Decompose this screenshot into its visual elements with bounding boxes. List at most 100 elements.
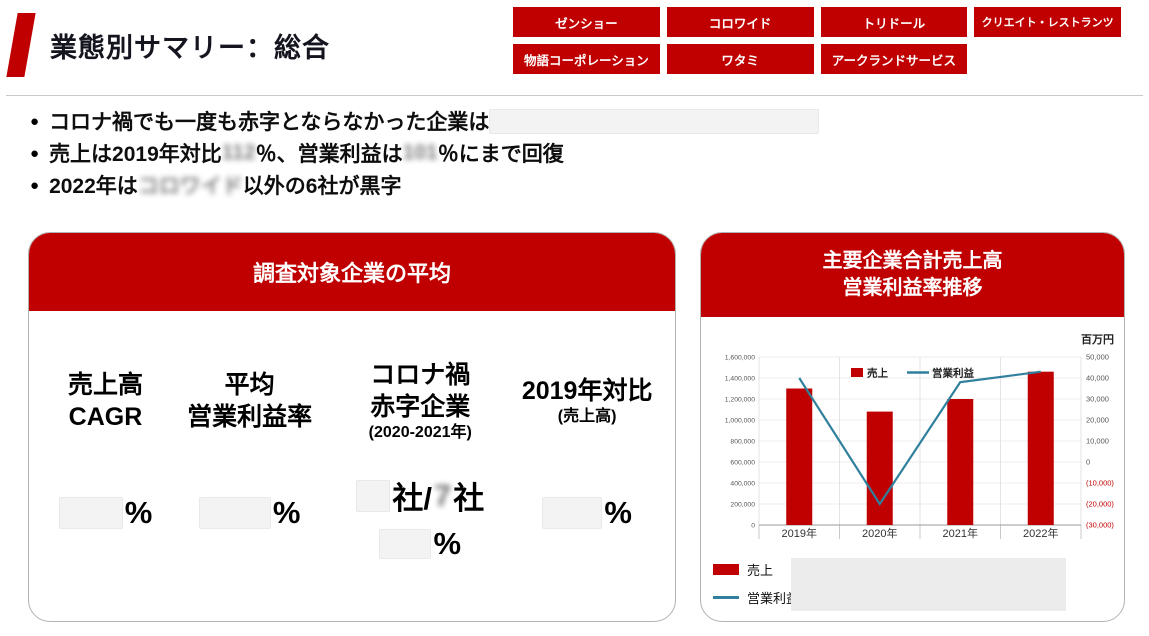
company-tab[interactable]: ゼンショー <box>513 7 660 37</box>
chart-bottom-legend: 売上 営業利益 <box>713 555 1116 615</box>
metric-value-line: % <box>198 495 300 531</box>
text-segment: 112 <box>221 141 256 164</box>
svg-text:(10,000): (10,000) <box>1086 479 1114 488</box>
company-tab[interactable]: トリドール <box>820 7 968 37</box>
metric-heading-line: 売上高 <box>67 371 143 399</box>
metric-heading-line: (売上高) <box>557 407 617 425</box>
svg-text:2022年: 2022年 <box>1023 526 1058 540</box>
legend-label: 売上 <box>747 562 774 578</box>
left-card-title: 調査対象企業の平均 <box>252 261 451 286</box>
text-segment: 社 <box>453 481 485 516</box>
text-segment: % <box>433 526 462 561</box>
text-segment: 売上は2019年対比 <box>49 143 222 166</box>
bar-2020年 <box>866 411 893 525</box>
unit-label: 百万円 <box>1081 334 1114 346</box>
bullet-marker-icon: ● <box>30 144 40 162</box>
redacted-value <box>198 497 271 529</box>
bullet-marker-icon: ● <box>30 176 40 194</box>
text-segment: ％にまで回復 <box>437 143 564 166</box>
company-tab[interactable]: コロワイド <box>666 7 814 37</box>
svg-text:400,000: 400,000 <box>730 481 755 488</box>
metric-heading-line: CAGR <box>68 403 143 431</box>
redacted-value <box>356 479 391 512</box>
average-metrics-card: 調査対象企業の平均 売上高 CAGR% 平均 営業利益率% コロナ禍 赤字企業 (2020-… <box>28 232 676 622</box>
bar-2022年 <box>1027 371 1054 525</box>
metric-value-line: % <box>542 495 632 531</box>
metric-heading-line: 2019年対比 <box>521 376 653 405</box>
metric-heading: 2019年対比 (売上高) <box>522 337 653 465</box>
right-card-header: 主要企業合計売上高 営業利益率推移 <box>701 233 1124 317</box>
svg-text:1,400,000: 1,400,000 <box>725 376 755 383</box>
text-segment: 社/ <box>392 481 432 516</box>
sales-profit-chart-card: 主要企業合計売上高 営業利益率推移 百万円 1,600,000 50,000 1,4… <box>700 232 1125 622</box>
svg-text:営業利益: 営業利益 <box>932 367 974 380</box>
text-segment: 以外の6社が黒字 <box>242 175 402 198</box>
redacted-table <box>791 558 1066 611</box>
metric-heading: 平均 営業利益率 <box>187 337 312 465</box>
text-segment: コロワイド <box>137 175 243 198</box>
header-divider <box>6 95 1143 96</box>
metric-heading-line: 営業利益率 <box>187 403 313 431</box>
metric-sales-cagr: 売上高 CAGR% <box>41 337 170 570</box>
svg-text:1,200,000: 1,200,000 <box>725 397 755 404</box>
operating-profit-line <box>798 370 1041 507</box>
right-card-title-line2: 営業利益率推移 <box>842 277 983 299</box>
svg-text:20,000: 20,000 <box>1086 416 1109 425</box>
legend-row-sales: 売上 <box>713 555 1116 583</box>
svg-text:売上: 売上 <box>867 367 888 380</box>
bullet-item: ● コロナ禍でも一度も赤字とならなかった企業は <box>30 105 820 137</box>
redacted-value <box>379 529 432 559</box>
metric-value-line: % <box>58 495 152 531</box>
metric-heading: 売上高 CAGR <box>68 337 143 465</box>
metric-heading-line: 平均 <box>224 371 275 399</box>
legend-label: 営業利益 <box>747 590 800 606</box>
metric-heading: コロナ禍赤字企業 (2020-2021年) <box>369 337 472 465</box>
metric-covid-loss-companies: コロナ禍赤字企業 (2020-2021年) 社/7 社% <box>329 337 511 570</box>
redacted-value <box>489 108 820 134</box>
svg-text:1,600,000: 1,600,000 <box>725 355 755 362</box>
text-segment: コロナ禍でも一度も赤字とならなかった企業は <box>49 111 490 134</box>
metric-value-line: % <box>356 526 484 562</box>
svg-text:2019年: 2019年 <box>782 526 817 540</box>
sales-operating-profit-chart: 1,600,000 50,000 1,400,000 40,000 1,200,000 3… <box>725 353 1115 541</box>
left-card-header: 調査対象企業の平均 <box>29 233 675 311</box>
company-tab[interactable]: ワタミ <box>666 44 814 74</box>
page-title: 業態別サマリー：総合 <box>50 33 330 63</box>
metric-vs-2019-sales: 2019年対比 (売上高)% <box>511 337 663 570</box>
text-segment: 2022年は <box>49 175 138 198</box>
summary-bullets: ● コロナ禍でも一度も赤字とならなかった企業は ● 売上は2019年対比 112 ％、営業… <box>30 105 820 201</box>
svg-text:50,000: 50,000 <box>1086 353 1109 362</box>
metric-avg-operating-margin: 平均営業利益率% <box>170 337 329 570</box>
sales-swatch-icon <box>713 563 739 575</box>
metric-heading-line: 赤字企業 <box>370 392 471 421</box>
bar-2019年 <box>786 388 813 525</box>
text-segment: % <box>604 495 632 530</box>
company-tab[interactable]: アークランドサービス <box>820 44 968 74</box>
svg-text:2021年: 2021年 <box>943 526 978 540</box>
text-segment: ％、営業利益は <box>255 143 403 166</box>
company-tab[interactable]: クリエイト・レストランツ <box>974 7 1121 37</box>
svg-text:600,000: 600,000 <box>730 460 755 467</box>
metric-value: % <box>542 495 632 539</box>
metric-value-line: 社/7 社 <box>356 473 484 518</box>
metric-heading-line: (2020-2021年) <box>368 423 472 441</box>
title-accent-bar <box>6 13 36 77</box>
metric-value: % <box>198 495 300 539</box>
text-segment: 7 <box>433 477 452 513</box>
metric-heading-line: コロナ禍 <box>370 360 471 389</box>
svg-text:(30,000): (30,000) <box>1086 521 1114 530</box>
metric-value: % <box>58 495 152 539</box>
legend-row-operating-profit: 営業利益 <box>713 583 1116 611</box>
bar-2021年 <box>947 399 974 525</box>
svg-text:0: 0 <box>751 523 755 530</box>
svg-text:(20,000): (20,000) <box>1086 500 1114 509</box>
svg-text:1,000,000: 1,000,000 <box>725 418 755 425</box>
redacted-value <box>542 497 603 529</box>
bullet-item: ● 2022年は コロワイド 以外の6社が黒字 <box>30 169 819 201</box>
svg-text:200,000: 200,000 <box>730 502 755 509</box>
redacted-value <box>58 497 123 529</box>
metric-value: 社/7 社% <box>356 473 484 570</box>
company-tab[interactable]: 物語コーポレーション <box>513 44 660 74</box>
line-swatch-icon <box>713 595 739 599</box>
